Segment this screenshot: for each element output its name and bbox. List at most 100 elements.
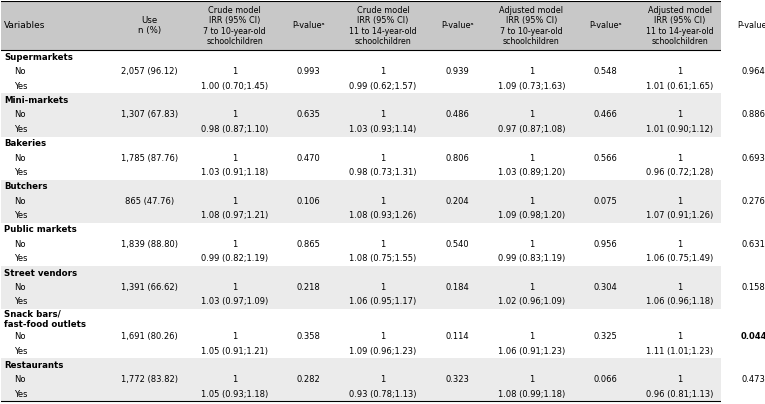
Text: 1.01 (0.61;1.65): 1.01 (0.61;1.65)	[646, 82, 713, 91]
Text: 1: 1	[232, 67, 237, 76]
Text: 0.540: 0.540	[445, 240, 469, 249]
Text: 1: 1	[677, 154, 682, 162]
Text: 1: 1	[677, 283, 682, 292]
Text: 1.05 (0.91;1.21): 1.05 (0.91;1.21)	[201, 347, 269, 356]
Text: Yes: Yes	[14, 347, 27, 356]
Text: 1: 1	[380, 375, 386, 384]
Text: 0.97 (0.87;1.08): 0.97 (0.87;1.08)	[497, 125, 565, 134]
Text: 1.06 (0.91;1.23): 1.06 (0.91;1.23)	[498, 347, 565, 356]
Text: 2,057 (96.12): 2,057 (96.12)	[122, 67, 178, 76]
Bar	[1, 93, 721, 137]
Text: 1.08 (0.99;1.18): 1.08 (0.99;1.18)	[498, 389, 565, 399]
Text: 0.635: 0.635	[297, 110, 321, 120]
Text: 0.184: 0.184	[445, 283, 469, 292]
Text: 0.99 (0.62;1.57): 0.99 (0.62;1.57)	[350, 82, 417, 91]
Text: 1.03 (0.91;1.18): 1.03 (0.91;1.18)	[201, 168, 269, 177]
Text: 1: 1	[380, 67, 386, 76]
Text: No: No	[14, 240, 25, 249]
Bar	[1, 50, 721, 93]
Text: 0.075: 0.075	[594, 197, 617, 206]
Text: 0.106: 0.106	[297, 197, 321, 206]
Text: 1.09 (0.73;1.63): 1.09 (0.73;1.63)	[497, 82, 565, 91]
Text: 1: 1	[380, 154, 386, 162]
Text: 0.158: 0.158	[742, 283, 765, 292]
Text: 1.00 (0.70;1.45): 1.00 (0.70;1.45)	[201, 82, 269, 91]
Text: 1: 1	[529, 110, 534, 120]
Text: 1: 1	[232, 240, 237, 249]
Text: 1: 1	[529, 283, 534, 292]
Text: Mini-markets: Mini-markets	[5, 96, 69, 105]
Text: 0.486: 0.486	[445, 110, 469, 120]
Bar	[1, 266, 721, 309]
Text: 1: 1	[232, 110, 237, 120]
Text: 1.06 (0.96;1.18): 1.06 (0.96;1.18)	[646, 297, 714, 306]
Text: 1: 1	[232, 332, 237, 341]
Text: Crude model
IRR (95% CI): Crude model IRR (95% CI)	[356, 6, 409, 25]
Text: P-valueᵃ: P-valueᵃ	[737, 21, 765, 30]
Text: Crude model
IRR (95% CI): Crude model IRR (95% CI)	[208, 6, 261, 25]
Text: Yes: Yes	[14, 168, 27, 177]
Text: No: No	[14, 283, 25, 292]
Text: 0.99 (0.82;1.19): 0.99 (0.82;1.19)	[201, 254, 269, 263]
Text: 1.07 (0.91;1.26): 1.07 (0.91;1.26)	[646, 211, 713, 220]
Text: 1: 1	[677, 197, 682, 206]
Text: 1: 1	[529, 154, 534, 162]
Text: 0.218: 0.218	[297, 283, 321, 292]
Text: No: No	[14, 154, 25, 162]
Text: 0.98 (0.73;1.31): 0.98 (0.73;1.31)	[350, 168, 417, 177]
Text: 0.964: 0.964	[742, 67, 765, 76]
Text: 1.05 (0.93;1.18): 1.05 (0.93;1.18)	[201, 389, 269, 399]
Bar	[1, 223, 721, 266]
Text: 0.473: 0.473	[742, 375, 765, 384]
Text: Use
n (%): Use n (%)	[138, 16, 161, 36]
Text: Butchers: Butchers	[5, 182, 47, 191]
Text: Restaurants: Restaurants	[5, 361, 63, 370]
Text: 0.806: 0.806	[445, 154, 469, 162]
Bar	[1, 1, 721, 50]
Text: 1.02 (0.96;1.09): 1.02 (0.96;1.09)	[498, 297, 565, 306]
Text: P-valueᵃ: P-valueᵃ	[589, 21, 622, 30]
Text: 1: 1	[677, 375, 682, 384]
Text: 1,391 (66.62): 1,391 (66.62)	[122, 283, 178, 292]
Text: 1,839 (88.80): 1,839 (88.80)	[121, 240, 178, 249]
Text: 0.96 (0.72;1.28): 0.96 (0.72;1.28)	[646, 168, 714, 177]
Text: 0.693: 0.693	[742, 154, 765, 162]
Text: 7 to 10-year-old
schoolchildren: 7 to 10-year-old schoolchildren	[500, 27, 563, 46]
Text: Supermarkets: Supermarkets	[5, 53, 73, 62]
Text: 0.466: 0.466	[594, 110, 617, 120]
Text: 1: 1	[529, 240, 534, 249]
Bar	[1, 358, 721, 401]
Text: Adjusted model
IRR (95% CI): Adjusted model IRR (95% CI)	[500, 6, 563, 25]
Text: 1: 1	[529, 197, 534, 206]
Text: No: No	[14, 67, 25, 76]
Text: 7 to 10-year-old
schoolchildren: 7 to 10-year-old schoolchildren	[203, 27, 266, 46]
Text: 1.08 (0.75;1.55): 1.08 (0.75;1.55)	[350, 254, 417, 263]
Text: Yes: Yes	[14, 297, 27, 306]
Text: 1: 1	[232, 375, 237, 384]
Text: 0.114: 0.114	[445, 332, 469, 341]
Text: 1: 1	[232, 154, 237, 162]
Text: 1: 1	[232, 197, 237, 206]
Text: 1,785 (87.76): 1,785 (87.76)	[121, 154, 178, 162]
Text: 1: 1	[529, 375, 534, 384]
Text: 1: 1	[380, 283, 386, 292]
Text: Yes: Yes	[14, 389, 27, 399]
Text: Yes: Yes	[14, 211, 27, 220]
Text: 1,772 (83.82): 1,772 (83.82)	[121, 375, 178, 384]
Text: 0.99 (0.83;1.19): 0.99 (0.83;1.19)	[498, 254, 565, 263]
Text: 1.08 (0.97;1.21): 1.08 (0.97;1.21)	[201, 211, 269, 220]
Text: No: No	[14, 110, 25, 120]
Text: 1.03 (0.93;1.14): 1.03 (0.93;1.14)	[350, 125, 417, 134]
Text: 0.566: 0.566	[594, 154, 617, 162]
Text: 1.09 (0.96;1.23): 1.09 (0.96;1.23)	[350, 347, 417, 356]
Text: 0.939: 0.939	[445, 67, 469, 76]
Text: 0.886: 0.886	[742, 110, 765, 120]
Text: 0.325: 0.325	[594, 332, 617, 341]
Text: 0.956: 0.956	[594, 240, 617, 249]
Text: No: No	[14, 332, 25, 341]
Text: 1: 1	[677, 240, 682, 249]
Text: 1: 1	[529, 67, 534, 76]
Text: 11 to 14-year-old
schoolchildren: 11 to 14-year-old schoolchildren	[349, 27, 417, 46]
Text: 1: 1	[380, 240, 386, 249]
Text: 0.993: 0.993	[297, 67, 321, 76]
